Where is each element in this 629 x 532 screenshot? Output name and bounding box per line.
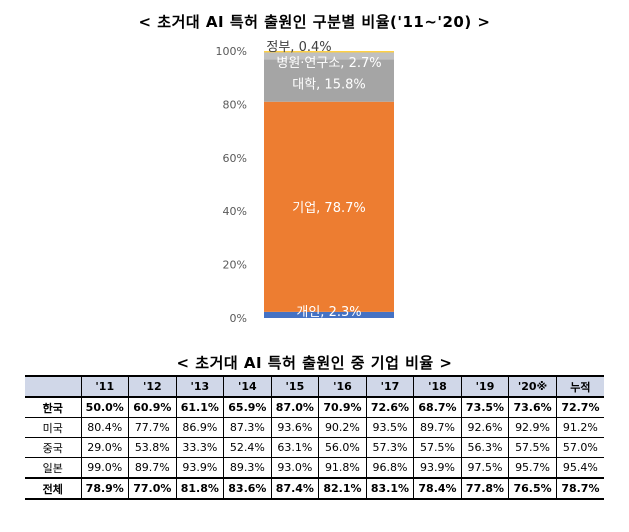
table-cell: 93.6%	[270, 417, 320, 438]
column-header: '20※	[508, 375, 557, 398]
column-header: '19	[460, 375, 510, 398]
table-cell: 56.0%	[318, 437, 367, 458]
y-tick-label: 0%	[230, 312, 247, 325]
table-cell: 57.0%	[555, 437, 604, 458]
table-cell: 63.1%	[270, 437, 320, 458]
table-cell: 92.6%	[460, 417, 510, 438]
row-label: 한국	[25, 396, 82, 418]
table-header-row: '11'12'13'14'15'16'17'18'19'20※ 누적	[25, 375, 604, 398]
table-row: 한국 50.0% 60.9% 61.1% 65.9% 87.0% 70.9% 72.6% 68.…	[25, 396, 604, 418]
y-tick-label: 40%	[223, 205, 247, 218]
table-cell: 72.6%	[365, 396, 415, 418]
table-cell: 72.7%	[555, 396, 604, 418]
table-cell: 87.4%	[270, 477, 320, 500]
company-ratio-table: '11'12'13'14'15'16'17'18'19'20※ 누적 한국 50.0…	[25, 375, 604, 500]
table-cell: 87.3%	[223, 417, 272, 438]
table-cell: 56.3%	[460, 437, 510, 458]
table-cell: 93.9%	[175, 457, 225, 479]
table-cell: 60.9%	[128, 396, 177, 418]
bar-segment-2	[264, 101, 394, 312]
table-cell: 96.8%	[365, 457, 415, 479]
y-tick-label: 100%	[216, 45, 247, 58]
row-label: 미국	[25, 417, 82, 438]
column-header: 누적	[555, 375, 604, 398]
row-label: 중국	[25, 437, 82, 458]
bar-segment-1	[264, 311, 394, 318]
table-cell: 70.9%	[318, 396, 367, 418]
table-cell: 82.1%	[318, 477, 367, 500]
table-cell: 77.7%	[128, 417, 177, 438]
table-cell: 78.4%	[413, 477, 462, 500]
chart-title: < 초거대 AI 특허 출원인 구분별 비율('11~'20) >	[138, 13, 491, 31]
table-cell: 93.0%	[270, 457, 320, 479]
table-cell: 83.1%	[365, 477, 415, 500]
table-cell: 99.0%	[80, 457, 130, 479]
table-cell: 92.9%	[508, 417, 557, 438]
table-row: 중국 29.0% 53.8% 33.3% 52.4% 63.1% 56.0% 57.3% 57.…	[25, 437, 604, 458]
table-cell: 57.3%	[365, 437, 415, 458]
table-cell: 52.4%	[223, 437, 272, 458]
y-tick-label: 60%	[223, 152, 247, 165]
y-tick-label: 80%	[223, 98, 247, 111]
y-tick-label: 20%	[223, 259, 247, 272]
table-cell: 89.7%	[128, 457, 177, 479]
table-cell: 61.1%	[175, 396, 225, 418]
table-cell: 76.5%	[508, 477, 557, 500]
table-cell: 81.8%	[175, 477, 225, 500]
bar-segment-5	[264, 51, 394, 53]
table-cell: 53.8%	[128, 437, 177, 458]
column-header-blank	[25, 375, 82, 398]
column-header: '15	[270, 375, 320, 398]
stacked-bar-chart: 0% 20% 40% 60% 80% 100% 개인, 2.3% 기업, 78.7% 대학, 1…	[216, 40, 394, 325]
table-cell: 97.5%	[460, 457, 510, 479]
column-header: '16	[318, 375, 367, 398]
table-cell: 77.0%	[128, 477, 177, 500]
row-label: 전체	[25, 477, 82, 500]
segment-label: 개인, 2.3%	[296, 305, 361, 320]
column-header: '14	[223, 375, 272, 398]
table-cell: 78.7%	[555, 477, 604, 500]
table-cell: 65.9%	[223, 396, 272, 418]
table-cell: 57.5%	[413, 437, 462, 458]
column-header: '11	[80, 375, 130, 398]
bar-segment-3	[264, 59, 394, 102]
table-cell: 29.0%	[80, 437, 130, 458]
segment-label: 기업, 78.7%	[292, 201, 365, 216]
table-row: 전체 78.9% 77.0% 81.8% 83.6% 87.4% 82.1% 83.1% 78.…	[25, 477, 604, 500]
table-cell: 95.4%	[555, 457, 604, 479]
column-header: '18	[413, 375, 462, 398]
table-cell: 73.6%	[508, 396, 557, 418]
table-title: < 초거대 AI 특허 출원인 중 기업 비율 >	[176, 354, 453, 372]
table-cell: 91.8%	[318, 457, 367, 479]
table-cell: 77.8%	[460, 477, 510, 500]
segment-label: 병원·연구소, 2.7%	[276, 56, 381, 71]
bar-segment-4	[264, 52, 394, 60]
table-cell: 33.3%	[175, 437, 225, 458]
table-cell: 86.9%	[175, 417, 225, 438]
segment-label: 대학, 15.8%	[292, 78, 365, 93]
table-cell: 50.0%	[80, 396, 130, 418]
table-cell: 78.9%	[80, 477, 130, 500]
column-header: '17	[365, 375, 415, 398]
table-cell: 93.5%	[365, 417, 415, 438]
table-cell: 80.4%	[80, 417, 130, 438]
table-cell: 89.3%	[223, 457, 272, 479]
table-cell: 89.7%	[413, 417, 462, 438]
segment-label: 정부, 0.4%	[266, 40, 331, 55]
table-cell: 90.2%	[318, 417, 367, 438]
column-header: '13	[175, 375, 225, 398]
table-cell: 57.5%	[508, 437, 557, 458]
column-header: '12	[128, 375, 177, 398]
table-cell: 95.7%	[508, 457, 557, 479]
table-row: 일본 99.0% 89.7% 93.9% 89.3% 93.0% 91.8% 96.8% 93.…	[25, 457, 604, 479]
table-cell: 87.0%	[270, 396, 320, 418]
table-cell: 73.5%	[460, 396, 510, 418]
table-row: 미국 80.4% 77.7% 86.9% 87.3% 93.6% 90.2% 93.5% 89.…	[25, 417, 604, 438]
table-cell: 91.2%	[555, 417, 604, 438]
table-cell: 68.7%	[413, 396, 462, 418]
row-label: 일본	[25, 457, 82, 479]
table-cell: 83.6%	[223, 477, 272, 500]
table-cell: 93.9%	[413, 457, 462, 479]
